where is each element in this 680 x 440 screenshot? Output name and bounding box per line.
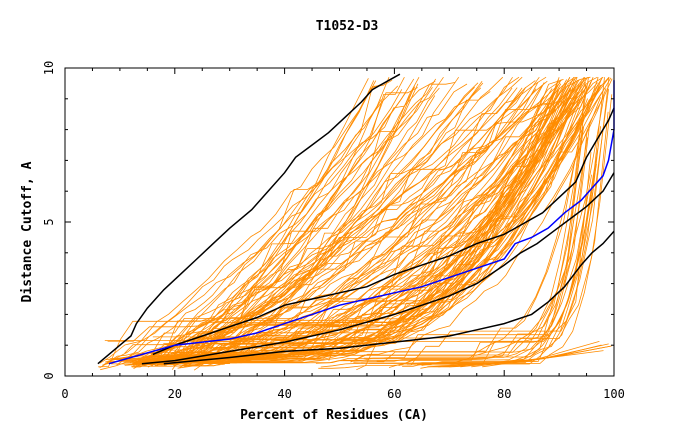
background-model-curve	[406, 126, 601, 366]
background-model-curve	[193, 97, 601, 371]
axes: 0 20 40 60 80 100 0 5 10	[42, 61, 625, 401]
background-model-curve	[132, 76, 523, 364]
background-model-curve	[124, 76, 444, 365]
background-model-curve	[482, 345, 611, 368]
background-model-curve	[154, 98, 567, 366]
background-model-curve	[145, 83, 599, 362]
background-model-curve	[182, 85, 558, 359]
background-model-curve	[133, 76, 578, 364]
background-model-curve	[356, 115, 585, 371]
x-tick-label: 100	[603, 387, 625, 401]
background-model-curve	[102, 80, 483, 366]
background-model-curve	[350, 94, 613, 363]
background-model-curve	[163, 77, 586, 344]
highlighted-model-curve	[97, 73, 401, 365]
background-model-curve	[116, 80, 436, 366]
background-model-curve	[150, 76, 610, 361]
background-model-curve	[318, 77, 610, 369]
background-model-curve	[363, 77, 605, 359]
x-tick-label: 80	[497, 387, 511, 401]
background-model-curve	[156, 77, 612, 360]
target-model-curve	[108, 80, 615, 365]
background-model-curve	[420, 111, 609, 369]
highlighted-model-curve	[141, 172, 615, 365]
background-model-curve	[179, 80, 536, 369]
background-model-curve	[183, 76, 604, 363]
background-model-curve	[137, 82, 561, 364]
y-tick-label: 5	[42, 218, 56, 225]
background-model-curve	[136, 87, 482, 368]
highlighted-model-curves	[97, 73, 615, 365]
background-model-curve	[160, 80, 375, 351]
chart-title: T1052-D3	[316, 19, 379, 34]
x-tick-label: 20	[168, 387, 182, 401]
background-model-curve	[156, 93, 579, 361]
x-tick-label: 40	[277, 387, 291, 401]
background-model-curve	[398, 174, 592, 366]
background-model-curve	[112, 82, 456, 361]
y-tick-label: 10	[42, 61, 56, 75]
x-tick-label: 0	[61, 387, 68, 401]
background-model-curve	[99, 82, 386, 364]
background-model-curve	[164, 78, 613, 361]
y-axis-label: Distance Cutoff, A	[20, 161, 35, 302]
background-model-curve	[145, 76, 591, 359]
x-axis-label: Percent of Residues (CA)	[240, 408, 428, 423]
background-model-curve	[320, 77, 589, 368]
background-model-curve	[107, 80, 377, 342]
highlighted-model-curve	[163, 230, 615, 365]
background-model-curve	[103, 77, 390, 365]
background-model-curve	[106, 82, 539, 361]
highlighted-model-curve	[152, 107, 615, 356]
background-model-curve	[99, 86, 576, 369]
background-model-curve	[147, 87, 440, 368]
x-tick-label: 60	[387, 387, 401, 401]
background-model-curve	[177, 88, 572, 359]
background-model-curve	[173, 91, 579, 366]
background-model-curve	[353, 122, 591, 363]
background-model-curve	[152, 90, 564, 338]
background-model-curves	[98, 76, 613, 371]
y-tick-label: 0	[42, 372, 56, 379]
background-model-curve	[137, 77, 576, 363]
